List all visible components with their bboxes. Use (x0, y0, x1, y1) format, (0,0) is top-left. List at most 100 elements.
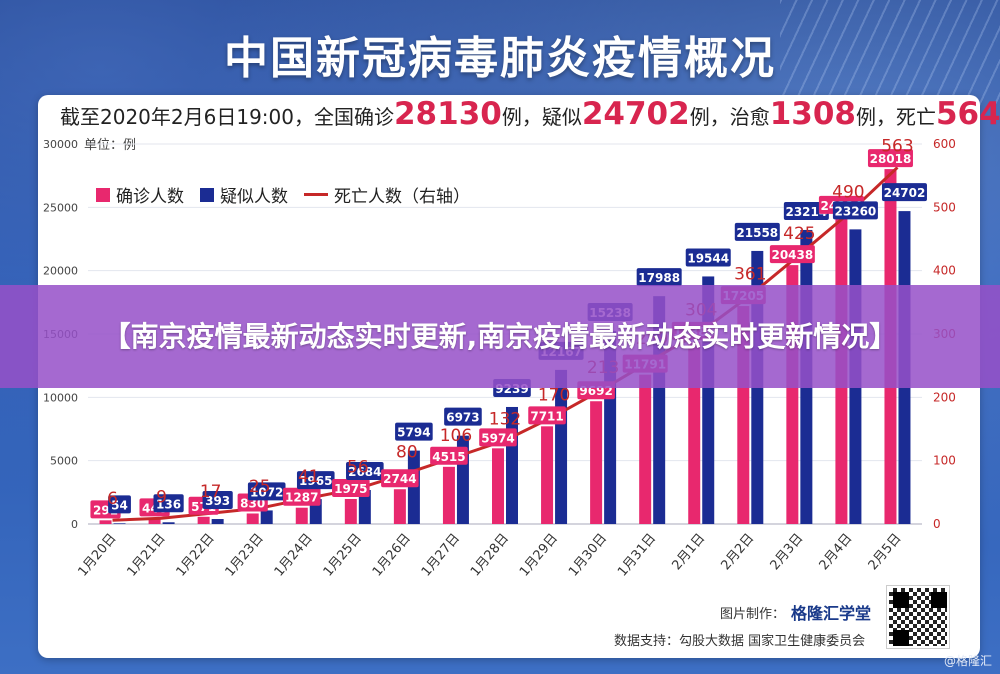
label-death: 25 (249, 477, 271, 497)
label-suspected-bg (444, 407, 482, 426)
x-tick-label: 1月23日 (223, 531, 267, 580)
y-right-tick-label: 600 (933, 137, 956, 151)
bar-confirmed (590, 401, 603, 524)
x-tick-label: 1月24日 (272, 531, 316, 580)
x-tick-label: 1月27日 (419, 531, 463, 580)
label-confirmed: 2744 (383, 472, 416, 486)
bar-confirmed (344, 498, 357, 524)
y-left-tick-label: 10000 (43, 391, 78, 404)
credit-label: 图片制作： (720, 606, 786, 622)
watermark: @格隆汇 (943, 654, 992, 668)
x-tick-label: 1月25日 (321, 531, 365, 580)
bridge-decoration (780, 0, 1000, 110)
data-source: 数据支持：勾股大数据 国家卫生健康委员会 (614, 634, 866, 649)
x-tick-label: 1月20日 (75, 531, 119, 580)
summary-suspected: 24702 (581, 96, 690, 132)
label-death: 9 (156, 487, 167, 507)
qr-code[interactable] (886, 585, 950, 649)
y-right-tick-label: 500 (933, 200, 956, 214)
label-death: 56 (347, 458, 369, 478)
label-confirmed: 4515 (432, 450, 465, 464)
label-death: 132 (489, 409, 521, 429)
y-right-tick-label: 200 (933, 390, 956, 404)
x-tick-label: 2月2日 (719, 531, 758, 573)
label-suspected-bg (153, 494, 184, 513)
label-confirmed-bg (381, 469, 419, 488)
bar-confirmed (197, 516, 210, 524)
label-suspected-bg (346, 462, 384, 481)
label-suspected: 19544 (687, 251, 729, 265)
label-suspected: 393 (205, 494, 230, 508)
y-left-tick-label: 20000 (43, 265, 78, 278)
label-suspected: 21558 (736, 226, 778, 240)
label-suspected-bg (734, 222, 780, 241)
label-suspected: 1965 (299, 474, 332, 488)
legend-confirmed-swatch (96, 187, 110, 202)
label-death: 170 (538, 385, 570, 405)
y-left-tick-label: 25000 (43, 201, 78, 214)
legend-suspected-label: 疑似人数 (220, 187, 288, 207)
y-right-tick-label: 400 (933, 264, 956, 278)
label-suspected-bg (881, 183, 927, 202)
label-suspected: 54 (111, 498, 128, 512)
label-suspected: 1072 (250, 485, 283, 499)
label-confirmed-bg (769, 245, 815, 264)
label-suspected: 24702 (884, 186, 926, 200)
headline-banner[interactable]: 【南京疫情最新动态实时更新,南京疫情最新动态实时更新情况】 (0, 285, 1000, 388)
label-death: 425 (783, 224, 815, 244)
label-death: 17 (200, 482, 222, 502)
summary-cured: 1308 (769, 96, 856, 132)
x-tick-label: 1月28日 (468, 531, 512, 580)
label-confirmed: 5974 (481, 431, 514, 445)
label-suspected-bg (202, 491, 233, 510)
summary-death: 564 (935, 96, 1000, 132)
label-death: 106 (440, 426, 472, 446)
bar-suspected (113, 523, 126, 524)
bar-suspected (358, 490, 371, 524)
summary-cured-label: 例，治愈 (689, 105, 770, 129)
x-tick-label: 2月5日 (866, 531, 905, 573)
label-suspected: 23214 (785, 205, 827, 219)
bar-confirmed (442, 466, 455, 524)
legend-confirmed: 确诊人数 (96, 182, 184, 207)
label-suspected-bg (832, 201, 878, 220)
bar-confirmed (99, 520, 112, 524)
label-confirmed-bg (528, 406, 566, 425)
label-suspected-bg (247, 482, 286, 501)
label-death: 6 (107, 489, 118, 509)
page-title: 中国新冠病毒肺炎疫情概况 (224, 33, 776, 84)
x-tick-label: 2月4日 (817, 531, 856, 573)
legend-death-swatch (304, 193, 328, 196)
bar-confirmed (246, 513, 259, 524)
legend-suspected-swatch (200, 187, 214, 202)
label-suspected-bg (685, 248, 731, 267)
label-confirmed-bg (282, 487, 321, 506)
summary-line: 截至2020年2月6日19:00，全国确诊 28130 例，疑似 24702 例… (60, 96, 1000, 136)
label-suspected: 6973 (446, 411, 479, 425)
label-suspected: 17988 (638, 271, 680, 285)
label-death: 563 (881, 136, 913, 156)
label-suspected-bg (783, 201, 829, 220)
y-left-tick-label: 0 (71, 518, 78, 531)
legend-confirmed-label: 确诊人数 (116, 187, 184, 207)
label-death: 80 (396, 442, 418, 462)
x-tick-label: 1月22日 (174, 531, 218, 580)
x-tick-label: 1月29日 (517, 531, 561, 580)
x-tick-label: 1月21日 (124, 531, 168, 580)
label-confirmed-bg (867, 149, 913, 168)
bar-suspected (162, 522, 175, 524)
x-tick-label: 1月26日 (370, 531, 414, 580)
label-confirmed-bg (332, 478, 370, 497)
summary-death-label: 例，死亡 (855, 105, 936, 129)
label-suspected: 2684 (348, 465, 381, 479)
label-confirmed: 20438 (771, 248, 813, 262)
summary-confirmed: 28130 (393, 96, 502, 132)
label-confirmed: 1287 (285, 491, 318, 505)
label-suspected: 136 (156, 497, 181, 511)
label-suspected-bg (296, 471, 335, 490)
label-death: 361 (734, 264, 766, 284)
label-death: 41 (298, 467, 320, 487)
unit-label: 单位：例 (84, 138, 137, 153)
label-suspected-bg (636, 268, 682, 287)
credit-line: 图片制作： 格隆汇学堂 (720, 600, 871, 624)
